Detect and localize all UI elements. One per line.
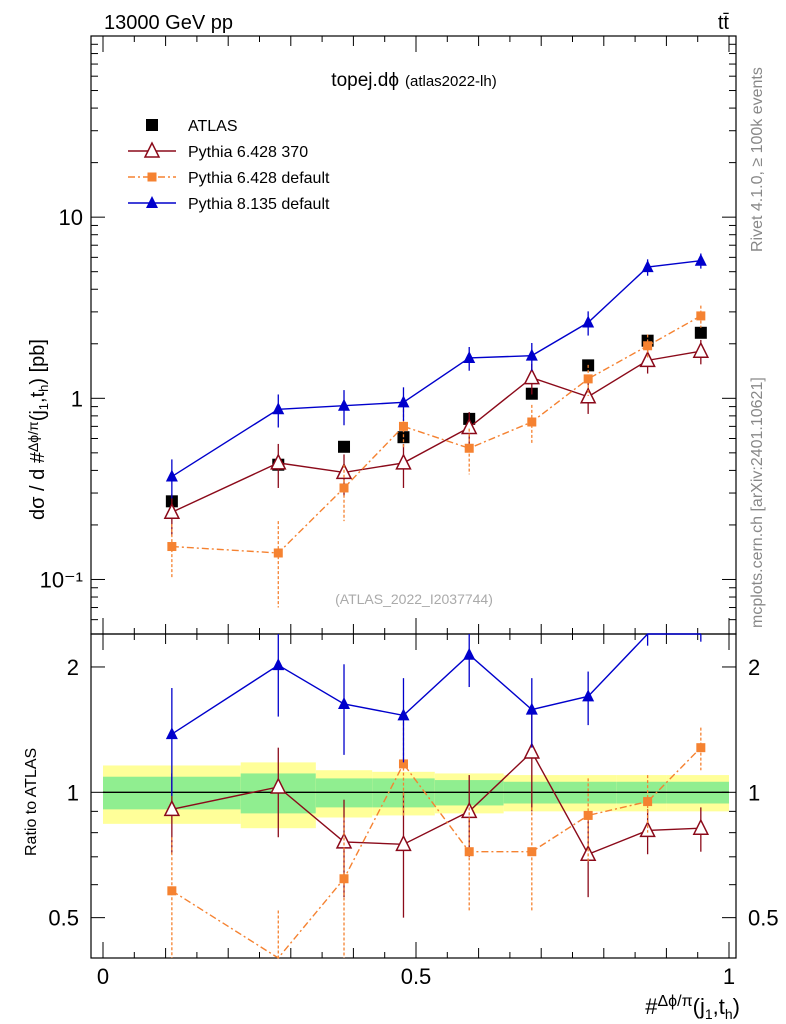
main-y-axis-label: dσ / d #Δϕ/π(j1,th) [pb]: [25, 339, 51, 520]
ratio-marker-py6_370: [395, 834, 412, 852]
ratio-marker-py6_default: [464, 847, 474, 857]
data-point-py6_default: [398, 421, 408, 431]
data-point-py6_370: [639, 350, 656, 368]
ratio-marker-py8_default: [463, 647, 476, 660]
series-line-py6_370: [171, 350, 701, 513]
data-point-py8_default: [338, 398, 351, 411]
legend: ATLAS Pythia 6.428 370 Pythia 6.428 defaul…: [128, 118, 330, 213]
ratio-y-tick-label-right: 1: [748, 780, 760, 805]
ratio-marker-py6_370: [335, 832, 353, 849]
ratio-marker-py6_default: [339, 874, 349, 884]
ratio-marker-py6_370: [692, 818, 710, 835]
ratio-marker-py8_default: [272, 658, 285, 671]
ratio-uncertainty-bands: [103, 762, 729, 829]
ratio-marker-py6_default: [398, 759, 408, 769]
data-point-py6_default: [643, 341, 653, 351]
data-point-py8_default: [463, 350, 476, 363]
ratio-plot-frame: [90, 633, 737, 959]
series-line-py8_default: [171, 259, 701, 478]
data-point-py6_370: [460, 417, 478, 435]
ratio-marker-py8_default: [165, 727, 178, 740]
plot-title: topej.dϕ (atlas2022-lh): [331, 70, 496, 91]
data-point-py6_370: [270, 453, 287, 470]
ratio-marker-py6_370: [523, 742, 541, 759]
data-point-py8_default: [165, 469, 178, 482]
main-panel-series: [163, 253, 710, 608]
ratio-marker-py8_default: [582, 689, 595, 702]
main-y-tick-label: 1: [71, 386, 83, 411]
data-point-py6_370: [163, 502, 181, 519]
ratio-marker-py6_default: [696, 743, 706, 753]
ratio-marker-py8_default: [397, 708, 410, 721]
ratio-marker-py6_370: [639, 820, 656, 838]
ratio-y-tick-label-left: 2: [67, 655, 79, 680]
data-point-py8_default: [641, 260, 654, 273]
header-right-label: tt̄: [718, 12, 730, 34]
data-point-py6_default: [696, 311, 706, 321]
series-line-py6_default: [171, 315, 702, 554]
axis-ticks: 10⁻¹ 1 10 0.5 0.5 1 1 2 2 0 0.5 1: [40, 35, 779, 989]
data-point-py6_default: [167, 542, 177, 552]
ratio-marker-py6_default: [643, 797, 653, 807]
ratio-y-tick-label-right: 2: [748, 655, 760, 680]
ratio-marker-py8_default: [338, 696, 351, 709]
ratio-y-tick-label-left: 0.5: [48, 906, 79, 931]
legend-marker-py8_default: [146, 196, 158, 208]
data-point-py6_default: [339, 483, 349, 493]
x-tick-label: 0: [97, 964, 109, 989]
data-point-py6_default: [583, 374, 593, 384]
x-tick-label: 0.5: [401, 964, 432, 989]
ratio-y-axis-label: Ratio to ATLAS: [23, 748, 40, 856]
ratio-marker-py6_default: [527, 847, 537, 857]
data-point-py8_default: [582, 315, 595, 328]
ratio-panel-series: [163, 633, 710, 959]
data-point-py8_default: [694, 253, 707, 266]
legend-label-atlas: ATLAS: [188, 118, 238, 135]
ratio-marker-py6_370: [579, 844, 597, 861]
ratio-line-py8_default: [171, 633, 701, 735]
data-point-py6_370: [395, 453, 412, 470]
legend-label-py6_default: Pythia 6.428 default: [188, 170, 330, 187]
data-point-atlas: [338, 440, 351, 453]
data-point-py8_default: [272, 402, 285, 415]
main-y-tick-label: 10: [59, 205, 83, 230]
data-point-py6_370: [692, 341, 710, 358]
legend-label-py6_370: Pythia 6.428 370: [188, 144, 308, 161]
legend-marker-py6_370: [143, 141, 161, 158]
mcplots-label: mcplots.cern.ch [arXiv:2401.10621]: [749, 377, 766, 628]
plot-frames: [90, 35, 737, 959]
data-point-py6_default: [527, 417, 537, 427]
ratio-marker-py6_370: [270, 777, 287, 794]
ratio-y-tick-label-right: 0.5: [748, 906, 779, 931]
data-point-py6_default: [273, 548, 283, 558]
main-y-tick-label: 10⁻¹: [40, 567, 83, 592]
legend-label-py8_default: Pythia 8.135 default: [188, 196, 330, 213]
data-point-py8_default: [397, 395, 410, 408]
x-tick-label: 1: [723, 964, 735, 989]
legend-marker-py6_default: [147, 172, 157, 182]
ratio-marker-py6_default: [583, 810, 593, 820]
data-point-atlas: [694, 326, 707, 339]
rivet-version-label: Rivet 4.1.0, ≥ 100k events: [749, 67, 766, 252]
ratio-marker-py6_370: [163, 799, 181, 817]
analysis-watermark: (ATLAS_2022_I2037744): [335, 591, 493, 607]
header-left-label: 13000 GeV pp: [104, 12, 233, 34]
ratio-marker-py6_default: [167, 886, 177, 896]
ratio-marker-py8_default: [525, 702, 538, 715]
x-axis-label: #Δϕ/π(j1,th): [645, 993, 740, 1022]
data-point-py6_370: [523, 367, 541, 385]
data-point-py6_default: [464, 443, 474, 453]
legend-marker-atlas: [146, 119, 158, 131]
data-point-py8_default: [525, 348, 538, 361]
ratio-y-tick-label-left: 1: [67, 780, 79, 805]
